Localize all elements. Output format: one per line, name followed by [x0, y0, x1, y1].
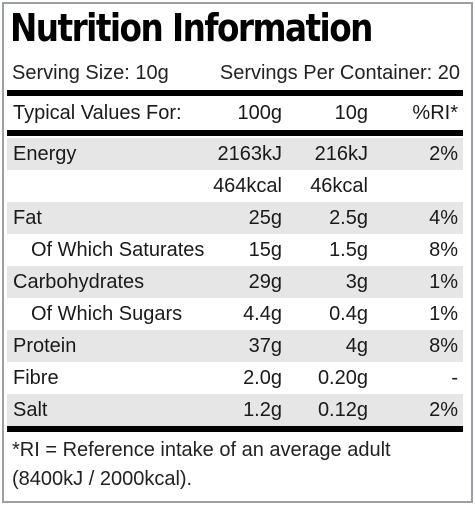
row-value-10g: 1.5g — [329, 239, 368, 261]
label-title: Nutrition Information — [10, 6, 373, 50]
row-value-100g: 25g — [248, 207, 282, 229]
row-value-ri: 4% — [429, 207, 458, 229]
row-value-10g: 0.4g — [329, 303, 368, 325]
row-value-10g: 2.5g — [329, 207, 368, 229]
row-value-100g: 4.4g — [243, 303, 282, 325]
divider-top — [7, 90, 463, 96]
row-value-ri: 1% — [429, 271, 458, 293]
row-value-10g: 0.20g — [317, 367, 368, 389]
row-value-ri: 8% — [429, 239, 458, 261]
row-value-100g: 464kcal — [213, 175, 282, 197]
row-label: Protein — [13, 335, 77, 357]
header-label: Typical Values For: — [13, 102, 182, 124]
row-label: Of Which Sugars — [31, 303, 183, 325]
servings-per-container: Servings Per Container: 20 — [219, 62, 460, 84]
row-value-ri: - — [451, 367, 458, 389]
row-value-ri: 2% — [429, 143, 458, 165]
row-value-10g: 46kcal — [310, 175, 368, 197]
row-value-100g: 1.2g — [243, 399, 282, 421]
table-row-fat: Fat 25g 2.5g 4% — [7, 202, 463, 234]
row-value-ri: 2% — [429, 399, 458, 421]
row-label: Fibre — [13, 367, 59, 389]
row-value-10g: 3g — [345, 271, 368, 293]
table-row-carbohydrates: Carbohydrates 29g 3g 1% — [7, 266, 463, 298]
table-row-energy: Energy 2163kJ 216kJ 2% — [7, 138, 463, 170]
row-value-100g: 37g — [248, 335, 282, 357]
row-label: Carbohydrates — [13, 271, 145, 293]
row-value-ri: 1% — [429, 303, 458, 325]
row-value-10g: 0.12g — [317, 399, 368, 421]
row-value-100g: 15g — [248, 239, 282, 261]
table-row-protein: Protein 37g 4g 8% — [7, 330, 463, 362]
row-label: Fat — [13, 207, 42, 229]
footnote-line-2: (8400kJ / 2000kcal). — [12, 468, 193, 490]
table-row-saturates: Of Which Saturates 15g 1.5g 8% — [7, 234, 463, 266]
row-value-100g: 2163kJ — [217, 143, 283, 165]
row-label: Of Which Saturates — [31, 239, 205, 261]
row-label: Salt — [13, 399, 48, 421]
table-row-fibre: Fibre 2.0g 0.20g - — [7, 362, 463, 394]
table-header-row: Typical Values For: 100g 10g %RI* — [7, 97, 463, 129]
row-value-100g: 2.0g — [243, 367, 282, 389]
table-row-salt: Salt 1.2g 0.12g 2% — [7, 394, 463, 426]
row-value-100g: 29g — [248, 271, 282, 293]
footnote-line-1: *RI = Reference intake of an average adu… — [12, 439, 391, 461]
row-value-10g: 216kJ — [314, 143, 368, 165]
header-ri: %RI* — [412, 102, 458, 124]
row-label: Energy — [13, 143, 77, 165]
header-10g: 10g — [334, 102, 368, 124]
divider-header — [7, 130, 463, 136]
divider-bottom — [7, 426, 463, 432]
serving-size: Serving Size: 10g — [12, 62, 169, 84]
table-row-energy-kcal: 464kcal 46kcal — [7, 170, 463, 202]
table-row-sugars: Of Which Sugars 4.4g 0.4g 1% — [7, 298, 463, 330]
row-value-10g: 4g — [345, 335, 368, 357]
header-100g: 100g — [237, 102, 283, 124]
row-value-ri: 8% — [429, 335, 458, 357]
serving-info: Serving Size: 10g Servings Per Container… — [12, 58, 460, 88]
ri-footnote: *RI = Reference intake of an average adu… — [12, 436, 460, 494]
